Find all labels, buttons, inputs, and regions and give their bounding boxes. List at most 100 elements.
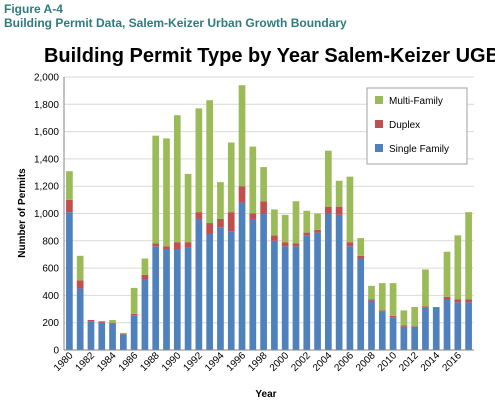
- x-tick-label: 2008: [354, 350, 378, 374]
- bar-duplex-2009: [378, 310, 386, 312]
- bar-single-family-2014: [432, 307, 440, 350]
- bar-single-family-1994: [217, 227, 224, 350]
- bar-multi-family-2005: [335, 180, 343, 207]
- bar-multi-family-2012: [411, 307, 419, 327]
- x-tick-label: 2010: [376, 350, 400, 374]
- y-tick-label: 200: [42, 318, 59, 329]
- bar-multi-family-2008: [368, 285, 375, 300]
- bar-single-family-2009: [378, 311, 386, 350]
- bar-duplex-1990: [173, 242, 181, 249]
- bar-multi-family-1998: [260, 167, 267, 202]
- x-tick-label: 1986: [117, 350, 141, 374]
- legend-box: [366, 87, 468, 165]
- bar-duplex-2003: [314, 229, 321, 233]
- bar-multi-family-2003: [314, 213, 321, 230]
- bar-multi-family-1989: [163, 138, 170, 247]
- bar-duplex-2012: [411, 326, 419, 327]
- bar-duplex-1997: [249, 213, 257, 219]
- bar-single-family-1987: [141, 279, 149, 350]
- x-tick-label: 1990: [160, 350, 184, 374]
- bar-multi-family-2010: [389, 283, 397, 316]
- bar-duplex-1994: [217, 218, 224, 228]
- x-tick-label: 2004: [311, 350, 335, 374]
- bar-multi-family-2000: [281, 214, 289, 243]
- bar-single-family-1988: [152, 246, 160, 350]
- bar-single-family-1981: [76, 288, 84, 350]
- bar-single-family-2007: [357, 258, 365, 350]
- bar-multi-family-2001: [292, 201, 300, 244]
- x-tick-label: 1984: [95, 350, 119, 374]
- bar-duplex-2015: [443, 296, 451, 300]
- bar-duplex-1991: [184, 242, 192, 248]
- bar-duplex-1984: [109, 322, 116, 324]
- x-tick-labels: 1980198219841986198819901992199419961998…: [52, 350, 464, 374]
- bar-multi-family-2013: [422, 269, 429, 307]
- bar-multi-family-2006: [346, 176, 354, 243]
- bar-duplex-2014: [432, 307, 440, 308]
- bar-single-family-2006: [346, 246, 354, 350]
- legend-swatch-duplex: [375, 120, 383, 128]
- x-tick-label: 2002: [289, 350, 313, 374]
- bar-duplex-2013: [422, 306, 429, 308]
- bar-duplex-1985: [119, 333, 127, 335]
- y-tick-label: 600: [42, 264, 59, 275]
- bar-single-family-2015: [443, 299, 451, 350]
- chart-title: Building Permit Type by Year Salem-Keize…: [44, 45, 495, 67]
- bar-single-family-2016: [454, 302, 462, 350]
- bar-duplex-2008: [368, 299, 375, 301]
- bar-single-family-2011: [400, 326, 408, 350]
- bar-single-family-2008: [368, 300, 375, 350]
- bar-single-family-1996: [238, 202, 246, 350]
- x-axis-label: Year: [255, 389, 276, 400]
- legend-label-multi-family: Multi-Family: [389, 96, 443, 107]
- bar-multi-family-1981: [76, 255, 84, 281]
- bar-duplex-1987: [141, 274, 149, 280]
- bar-single-family-1998: [260, 213, 267, 350]
- x-tick-label: 2014: [419, 350, 443, 374]
- bar-single-family-1999: [271, 240, 278, 350]
- bar-single-family-1992: [195, 218, 203, 350]
- bar-single-family-2003: [314, 232, 321, 350]
- bar-single-family-2002: [303, 235, 311, 350]
- bar-multi-family-1986: [130, 287, 138, 314]
- bar-multi-family-1993: [206, 100, 214, 224]
- bar-duplex-1993: [206, 223, 214, 234]
- y-tick-labels: 0 200 400 600 800 1,000 1,200 1,400 1,600 1,800 2,…: [34, 73, 59, 357]
- bar-multi-family-1997: [249, 146, 257, 214]
- bar-multi-family-1992: [195, 108, 203, 213]
- y-tick-label: 1,200: [34, 182, 59, 193]
- bar-single-family-1995: [227, 231, 235, 350]
- legend-label-single-family: Single Family: [389, 144, 449, 155]
- bar-single-family-1990: [173, 248, 181, 350]
- bar-multi-family-2015: [443, 251, 451, 297]
- bar-single-family-2005: [335, 214, 343, 350]
- bar-duplex-2016: [454, 299, 462, 303]
- bar-single-family-2000: [281, 246, 289, 350]
- bar-duplex-1983: [98, 321, 106, 323]
- bar-duplex-2005: [335, 206, 343, 215]
- y-tick-label: 400: [42, 291, 59, 302]
- figure-number: Figure A-4: [4, 2, 63, 16]
- bar-multi-family-1994: [217, 182, 224, 219]
- bar-duplex-1981: [76, 280, 84, 289]
- bar-multi-family-2009: [378, 283, 386, 311]
- bar-multi-family-2004: [324, 150, 332, 207]
- figure-subtitle: Building Permit Data, Salem-Keizer Urban…: [4, 16, 347, 30]
- bar-single-family-1991: [184, 247, 192, 350]
- x-tick-label: 1982: [74, 350, 98, 374]
- bar-single-family-1993: [206, 233, 214, 350]
- bar-single-family-1989: [163, 248, 170, 350]
- bar-multi-family-1996: [238, 85, 246, 187]
- bar-single-family-1983: [98, 322, 106, 350]
- bar-single-family-1982: [87, 321, 95, 350]
- bar-duplex-1999: [271, 235, 278, 241]
- y-tick-label: 1,600: [34, 127, 59, 138]
- bar-duplex-2001: [292, 243, 300, 247]
- bar-multi-family-1999: [271, 209, 278, 236]
- y-tick-label: 1,000: [34, 209, 59, 220]
- y-tick-label: 0: [53, 346, 59, 357]
- bar-multi-family-1995: [227, 142, 235, 213]
- y-tick-label: 1,400: [34, 154, 59, 165]
- bar-multi-family-1987: [141, 258, 149, 275]
- bar-duplex-2004: [324, 206, 332, 214]
